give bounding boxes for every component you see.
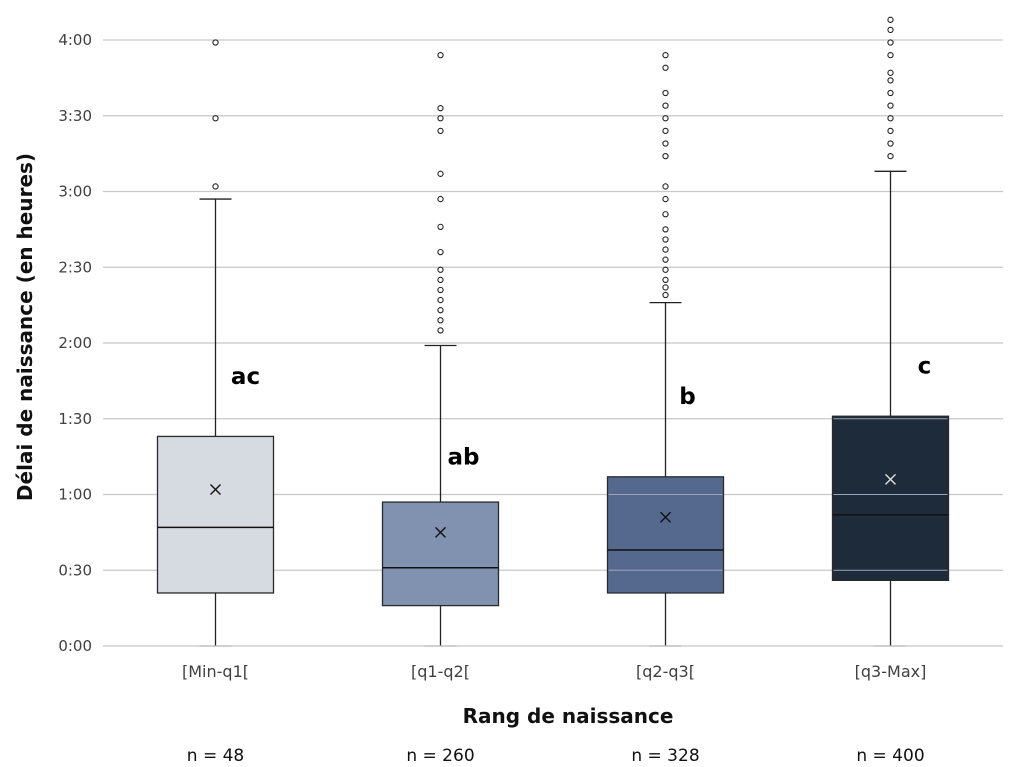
sample-size-label: n = 328 — [631, 746, 699, 766]
box-group: b — [606, 52, 725, 647]
x-tick-label: [q2-q3[ — [636, 662, 695, 681]
outlier-point — [662, 183, 669, 190]
box-series: ac ab b c — [156, 16, 950, 647]
outlier-point — [662, 115, 669, 122]
y-tick-label: 3:30 — [58, 107, 92, 125]
mean-marker — [210, 483, 221, 495]
box — [156, 435, 275, 594]
outlier-point — [887, 115, 894, 122]
outlier-point — [662, 64, 669, 71]
box — [606, 476, 725, 594]
outlier-point — [662, 276, 669, 284]
box-group: c — [831, 16, 950, 647]
outlier-point — [662, 284, 669, 291]
box — [381, 501, 500, 607]
outlier-point — [212, 115, 219, 122]
y-tick-label: 0:00 — [58, 637, 92, 655]
outlier-point — [437, 296, 444, 304]
outlier-point — [662, 236, 669, 243]
y-tick-label: 1:30 — [58, 410, 92, 428]
y-tick-labels: 0:00 0:30 1:00 1:30 2:00 2:30 3:00 3:30 4:00 — [58, 31, 92, 655]
outlier-point — [437, 115, 444, 122]
box-group: ac — [156, 39, 275, 647]
outlier-point — [437, 307, 444, 314]
y-tick-label: 2:30 — [58, 258, 92, 276]
outlier-point — [662, 140, 669, 147]
outlier-point — [437, 327, 444, 334]
outlier-point — [887, 77, 894, 84]
outlier-point — [662, 52, 669, 59]
significance-label: c — [918, 354, 932, 380]
outlier-point — [437, 127, 444, 135]
y-axis-title: Délai de naissance (en heures) — [13, 153, 37, 501]
x-axis-title: Rang de naissance — [463, 704, 674, 728]
outlier-point — [662, 266, 669, 273]
outlier-point — [662, 291, 669, 299]
outlier-point — [437, 286, 444, 294]
outlier-point — [662, 256, 669, 263]
box — [831, 415, 950, 582]
outlier-point — [437, 170, 444, 177]
sample-size-label: n = 400 — [856, 746, 924, 766]
outlier-point — [662, 226, 669, 233]
outlier-point — [662, 89, 669, 97]
outlier-point — [662, 246, 669, 253]
outlier-point — [887, 39, 894, 46]
outlier-point — [887, 69, 894, 76]
mean-marker — [885, 473, 896, 485]
outlier-point — [662, 102, 669, 109]
outlier-point — [662, 195, 669, 203]
x-tick-label: [q3-Max] — [855, 662, 927, 681]
outlier-point — [887, 140, 894, 147]
significance-label: ac — [231, 364, 260, 390]
outlier-point — [887, 152, 894, 160]
category-labels: [Min-q1[ n = 48 [q1-q2[ n = 260 [q2-q3[ n = 3… — [182, 662, 926, 766]
mean-marker — [435, 526, 446, 538]
outlier-point — [212, 39, 219, 46]
outlier-point — [437, 223, 444, 230]
x-tick-label: [q1-q2[ — [411, 662, 470, 681]
y-tick-label: 1:00 — [58, 486, 92, 504]
outlier-point — [887, 102, 894, 109]
mean-marker — [660, 511, 671, 523]
significance-label: b — [679, 384, 695, 410]
y-tick-label: 2:00 — [58, 334, 92, 352]
outlier-point — [887, 52, 894, 59]
outlier-point — [437, 248, 444, 256]
sample-size-label: n = 48 — [187, 746, 244, 766]
outlier-point — [662, 211, 669, 218]
outlier-point — [662, 152, 669, 160]
outlier-point — [437, 105, 444, 112]
y-tick-label: 3:00 — [58, 183, 92, 201]
outlier-point — [437, 276, 444, 284]
sample-size-label: n = 260 — [406, 746, 474, 766]
outlier-point — [437, 195, 444, 203]
outlier-point — [887, 26, 894, 34]
outlier-point — [212, 183, 219, 190]
outlier-point — [887, 16, 894, 23]
significance-label: ab — [448, 445, 480, 471]
outlier-point — [887, 89, 894, 97]
outlier-point — [662, 127, 669, 135]
outlier-point — [437, 52, 444, 59]
box-group: ab — [381, 52, 500, 647]
outlier-point — [437, 317, 444, 324]
x-tick-label: [Min-q1[ — [182, 662, 249, 681]
outlier-point — [887, 127, 894, 135]
outlier-point — [437, 266, 444, 273]
y-tick-label: 4:00 — [58, 31, 92, 49]
y-tick-label: 0:30 — [58, 561, 92, 579]
